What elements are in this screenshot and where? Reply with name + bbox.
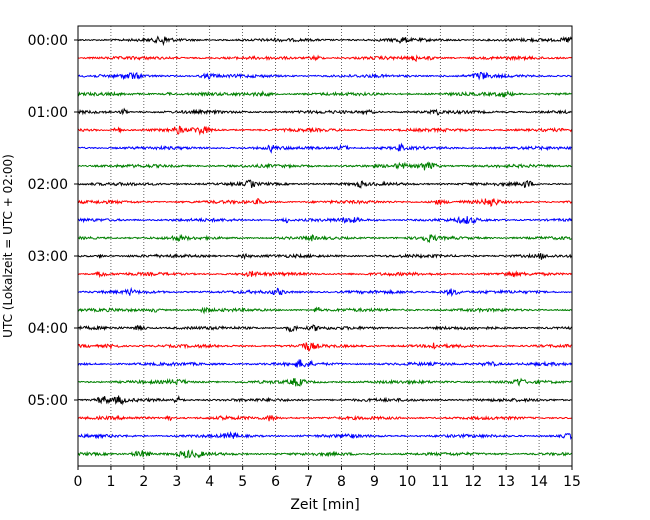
y-axis-ticks: 00:00 01:00 02:00 03:00 04:00 05:00 xyxy=(28,33,78,409)
trace-19 xyxy=(77,377,572,387)
trace-5 xyxy=(77,125,572,136)
trace-16 xyxy=(77,324,572,333)
trace-12 xyxy=(77,252,572,261)
y-tick-label-0: 00:00 xyxy=(28,33,68,49)
trace-10 xyxy=(77,215,572,225)
grid-lines xyxy=(110,26,540,466)
trace-7 xyxy=(77,161,572,171)
trace-4 xyxy=(77,107,572,116)
x-tick-label-13: 13 xyxy=(497,474,515,490)
trace-13 xyxy=(77,270,572,279)
trace-21 xyxy=(77,414,572,422)
x-tick-label-7: 7 xyxy=(304,474,313,490)
x-tick-label-15: 15 xyxy=(563,474,581,490)
x-tick-label-14: 14 xyxy=(530,474,548,490)
trace-15 xyxy=(77,306,572,315)
trace-0 xyxy=(77,35,572,47)
x-tick-label-8: 8 xyxy=(337,474,346,490)
x-tick-label-12: 12 xyxy=(464,474,482,490)
trace-6 xyxy=(77,142,572,154)
trace-9 xyxy=(77,197,572,208)
plot-frame xyxy=(77,25,573,467)
seismic-traces xyxy=(77,35,572,460)
x-tick-label-10: 10 xyxy=(398,474,416,490)
y-tick-label-4: 04:00 xyxy=(28,321,68,337)
trace-14 xyxy=(77,286,572,297)
trace-2 xyxy=(77,71,572,81)
trace-17 xyxy=(77,342,572,352)
y-axis-label: UTC (Lokalzeit = UTC + 02:00) xyxy=(1,154,15,338)
y-tick-label-3: 03:00 xyxy=(28,249,68,265)
trace-3 xyxy=(77,89,572,98)
x-tick-label-4: 4 xyxy=(205,474,214,490)
x-tick-label-0: 0 xyxy=(74,474,83,490)
trace-11 xyxy=(77,233,572,244)
x-tick-label-9: 9 xyxy=(370,474,379,490)
y-tick-label-2: 02:00 xyxy=(28,177,68,193)
x-tick-label-6: 6 xyxy=(271,474,280,490)
y-tick-label-5: 05:00 xyxy=(28,393,68,409)
plot-area xyxy=(78,26,572,466)
x-tick-label-3: 3 xyxy=(172,474,181,490)
trace-23 xyxy=(77,448,572,460)
x-axis-label: Zeit [min] xyxy=(290,497,359,513)
trace-18 xyxy=(77,359,572,368)
trace-20 xyxy=(77,394,572,406)
x-axis-ticks: 0 1 2 3 4 5 6 7 8 9 10 11 12 13 14 15 xyxy=(74,466,581,490)
x-tick-label-2: 2 xyxy=(139,474,148,490)
trace-22 xyxy=(77,431,572,440)
y-tick-label-1: 01:00 xyxy=(28,105,68,121)
x-tick-label-11: 11 xyxy=(431,474,449,490)
trace-1 xyxy=(77,54,572,63)
x-tick-label-5: 5 xyxy=(238,474,247,490)
x-tick-label-1: 1 xyxy=(106,474,115,490)
trace-8 xyxy=(77,179,572,189)
